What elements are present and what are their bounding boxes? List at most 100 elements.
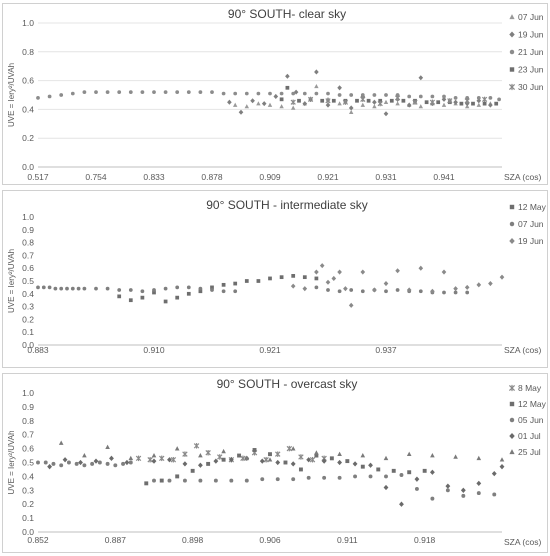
- data-point: [395, 101, 400, 106]
- legend-marker: [508, 83, 516, 91]
- data-point: [213, 458, 219, 464]
- data-point: [319, 263, 325, 269]
- series-12-may: [117, 274, 319, 304]
- data-point: [190, 468, 195, 473]
- y-tick-label: 0.3: [22, 485, 34, 495]
- data-point: [128, 460, 133, 465]
- data-point: [401, 98, 406, 103]
- x-tick-label: 0.754: [85, 172, 107, 182]
- data-point: [422, 468, 427, 473]
- data-point: [105, 461, 110, 466]
- data-point: [325, 98, 331, 104]
- data-point: [325, 102, 331, 108]
- data-point: [221, 282, 226, 287]
- data-point: [36, 96, 40, 100]
- x-tick-label: 0.898: [182, 535, 204, 545]
- chart-clear-sky: 0.0 0.2 0.4 0.6 0.8 1.0 0.517 0.754 0.833 0.878 0.…: [2, 3, 548, 185]
- data-point: [140, 90, 145, 94]
- data-point: [193, 443, 200, 449]
- series-21-jun: [36, 90, 501, 102]
- data-point: [210, 288, 214, 292]
- x-tick-label: 0.921: [317, 172, 339, 182]
- data-point: [384, 289, 388, 294]
- data-point: [140, 289, 145, 294]
- data-point: [360, 102, 365, 107]
- data-point: [337, 289, 342, 294]
- data-point: [314, 91, 319, 96]
- data-point: [497, 97, 501, 102]
- chart-border: [2, 373, 548, 553]
- data-point: [377, 101, 383, 107]
- data-point: [453, 99, 458, 105]
- data-point: [47, 285, 52, 290]
- data-point: [76, 286, 81, 291]
- y-axis-label: UVE = Iery²/UVAh: [7, 63, 16, 127]
- data-point: [337, 93, 342, 97]
- data-point: [465, 96, 470, 100]
- data-point: [283, 460, 288, 465]
- data-point: [260, 477, 265, 482]
- x-tick-label: 0.921: [259, 345, 281, 355]
- data-point: [306, 475, 311, 480]
- data-point: [329, 456, 334, 461]
- data-point: [453, 290, 458, 295]
- data-point: [43, 460, 48, 465]
- y-tick-label: 0.2: [22, 133, 34, 143]
- data-point: [198, 289, 203, 294]
- data-point: [447, 98, 453, 104]
- y-tick-label: 0.8: [22, 47, 34, 57]
- data-point: [163, 286, 168, 291]
- data-point: [368, 462, 373, 468]
- data-point: [279, 97, 284, 102]
- data-point: [233, 289, 238, 294]
- data-point: [430, 496, 435, 501]
- legend-marker: [509, 49, 515, 55]
- x-tick-label: 0.833: [143, 172, 165, 182]
- data-point: [124, 459, 130, 466]
- data-point: [314, 276, 319, 281]
- data-point: [217, 454, 223, 460]
- legend-label: 19 Jun: [518, 236, 544, 246]
- data-point: [233, 102, 238, 107]
- data-point: [453, 96, 458, 100]
- data-point: [221, 457, 226, 462]
- data-point: [59, 93, 64, 97]
- data-point: [268, 91, 272, 96]
- y-tick-label: 0.8: [22, 238, 34, 248]
- data-point: [436, 100, 441, 105]
- data-point: [321, 458, 327, 464]
- data-point: [167, 478, 172, 483]
- data-point: [418, 289, 423, 294]
- y-tick-label: 0.9: [22, 225, 34, 235]
- data-point: [418, 265, 424, 271]
- data-point: [36, 285, 40, 290]
- chart-panel-overcast-sky: 0.0 0.1 0.2 0.3 0.4 0.5 0.6 0.7 0.8 0.9 1.0 0.852 0.…: [2, 373, 548, 553]
- data-point: [326, 91, 330, 96]
- data-point: [151, 453, 157, 458]
- data-point: [238, 109, 244, 115]
- data-point: [306, 457, 312, 463]
- data-point: [291, 477, 296, 482]
- data-point: [227, 99, 232, 105]
- data-point: [407, 470, 412, 475]
- data-point: [182, 451, 188, 457]
- data-point: [441, 96, 447, 102]
- y-tick-label: 0.4: [22, 104, 34, 114]
- data-point: [151, 458, 157, 464]
- data-point: [461, 493, 466, 498]
- data-point: [298, 467, 303, 472]
- data-point: [360, 269, 366, 275]
- data-point: [105, 286, 110, 291]
- data-point: [290, 99, 296, 105]
- data-point: [275, 477, 280, 482]
- data-point: [97, 460, 102, 465]
- data-point: [418, 75, 424, 81]
- data-point: [465, 290, 470, 295]
- data-point: [445, 483, 451, 489]
- data-point: [175, 295, 180, 300]
- x-tick-label: 0.887: [105, 535, 127, 545]
- data-point: [128, 298, 133, 303]
- series-05-jun: [36, 460, 497, 501]
- data-point: [406, 102, 412, 108]
- data-point: [349, 93, 354, 97]
